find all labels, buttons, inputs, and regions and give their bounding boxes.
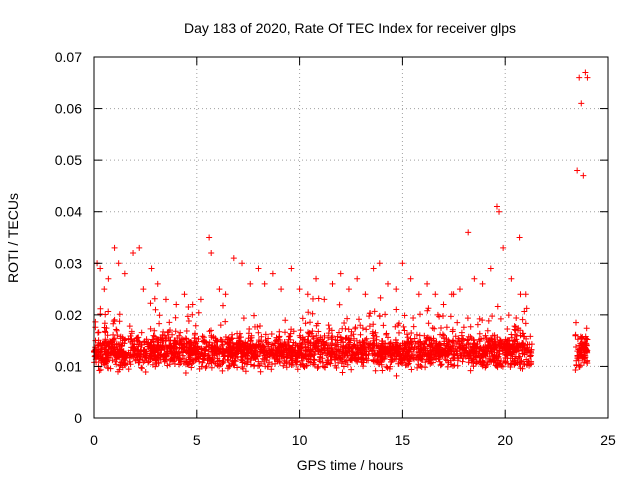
data-point <box>321 296 328 303</box>
data-point <box>574 167 581 174</box>
data-point <box>399 260 406 267</box>
y-tick-label: 0.07 <box>55 49 82 65</box>
data-point <box>329 280 336 287</box>
data-point <box>269 270 276 277</box>
data-point <box>278 286 285 293</box>
data-point <box>500 244 507 251</box>
data-point <box>130 249 137 256</box>
data-point <box>154 280 161 287</box>
data-point <box>173 301 180 308</box>
data-point <box>239 260 246 267</box>
data-point <box>208 249 215 256</box>
y-tick-label: 0.01 <box>55 358 82 374</box>
data-point <box>487 265 494 272</box>
data-point <box>296 286 303 293</box>
data-point <box>471 275 478 282</box>
y-axis-label: ROTI / TECUs <box>5 193 21 283</box>
data-point <box>115 260 122 267</box>
data-point <box>247 280 254 287</box>
data-point <box>508 275 515 282</box>
data-point <box>148 265 155 272</box>
data-point <box>304 291 311 298</box>
y-tick-label: 0.06 <box>55 101 82 117</box>
data-point <box>261 280 268 287</box>
data-point <box>456 286 463 293</box>
data-point <box>465 229 472 236</box>
data-point <box>288 265 295 272</box>
data-point <box>584 74 591 81</box>
data-point <box>493 203 500 210</box>
data-point <box>393 286 400 293</box>
x-tick-labels: 0 5 10 15 20 25 <box>90 432 616 448</box>
data-point <box>370 265 377 272</box>
data-points <box>91 69 591 379</box>
y-tick-label: 0.05 <box>55 152 82 168</box>
data-point <box>197 296 204 303</box>
y-tick-label: 0 <box>74 410 82 426</box>
plot-frame <box>93 56 609 419</box>
data-point <box>206 234 213 241</box>
data-point <box>432 291 439 298</box>
data-point <box>385 280 392 287</box>
x-tick-label: 25 <box>600 432 616 448</box>
y-tick-label: 0.03 <box>55 255 82 271</box>
x-tick-label: 5 <box>193 432 201 448</box>
data-point <box>101 286 108 293</box>
x-tick-label: 20 <box>497 432 513 448</box>
data-point <box>440 301 447 308</box>
data-point <box>230 255 237 262</box>
data-point <box>222 291 229 298</box>
data-point <box>111 244 118 251</box>
data-point <box>407 275 414 282</box>
data-point <box>105 275 112 282</box>
data-point <box>162 296 169 303</box>
data-point <box>580 172 587 179</box>
data-point <box>496 208 503 215</box>
data-point <box>522 291 529 298</box>
x-axis-label: GPS time / hours <box>297 457 404 473</box>
data-point <box>121 270 128 277</box>
data-point <box>345 286 352 293</box>
data-point <box>448 291 455 298</box>
x-tick-label: 10 <box>292 432 308 448</box>
data-point <box>354 275 361 282</box>
data-point <box>479 280 486 287</box>
data-point <box>582 69 589 76</box>
axis-ticks <box>93 56 609 419</box>
data-point <box>415 291 422 298</box>
data-point <box>362 291 369 298</box>
data-point <box>136 244 143 251</box>
x-tick-label: 0 <box>90 432 98 448</box>
data-point <box>578 100 585 107</box>
data-point <box>97 265 104 272</box>
data-point <box>181 291 188 298</box>
data-point <box>516 234 523 241</box>
y-tick-label: 0.02 <box>55 307 82 323</box>
data-point <box>216 286 223 293</box>
data-point <box>376 260 383 267</box>
scatter-band <box>91 291 591 379</box>
y-tick-label: 0.04 <box>55 204 82 220</box>
chart-title: Day 183 of 2020, Rate Of TEC Index for r… <box>184 20 516 36</box>
data-point <box>337 270 344 277</box>
data-point <box>189 301 196 308</box>
x-tick-label: 15 <box>395 432 411 448</box>
y-tick-labels: 0 0.01 0.02 0.03 0.04 0.05 0.06 0.07 <box>55 49 82 426</box>
data-point <box>140 286 147 293</box>
data-point <box>313 275 320 282</box>
data-point <box>255 265 262 272</box>
data-point <box>424 280 431 287</box>
data-point <box>576 74 583 81</box>
